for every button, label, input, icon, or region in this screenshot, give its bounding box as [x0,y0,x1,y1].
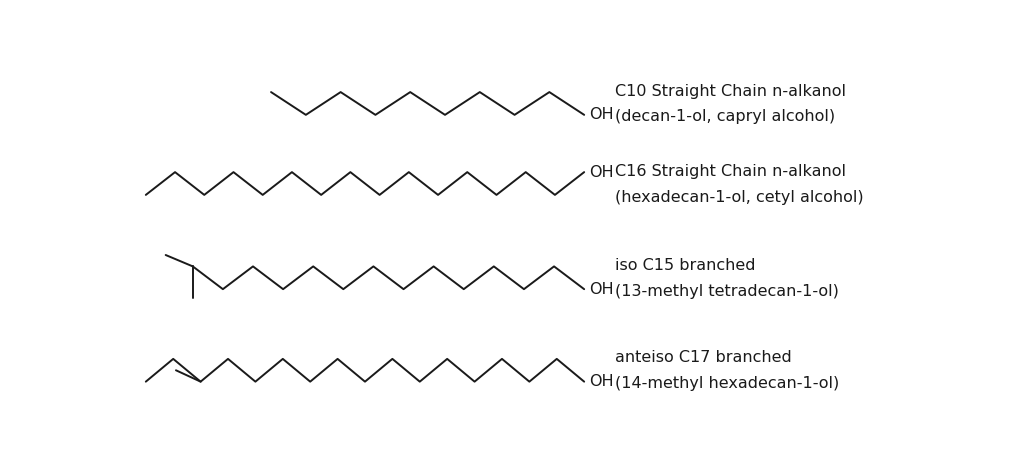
Text: OH: OH [589,107,613,122]
Text: C16 Straight Chain n-alkanol: C16 Straight Chain n-alkanol [615,164,846,178]
Text: OH: OH [589,282,613,297]
Text: (decan-1-ol, capryl alcohol): (decan-1-ol, capryl alcohol) [615,109,835,124]
Text: C10 Straight Chain n-alkanol: C10 Straight Chain n-alkanol [615,84,846,98]
Text: anteiso C17 branched: anteiso C17 branched [615,350,792,365]
Text: iso C15 branched: iso C15 branched [615,258,755,273]
Text: (14-methyl hexadecan-1-ol): (14-methyl hexadecan-1-ol) [615,376,839,391]
Text: OH: OH [589,164,613,180]
Text: (hexadecan-1-ol, cetyl alcohol): (hexadecan-1-ol, cetyl alcohol) [615,189,865,205]
Text: OH: OH [589,374,613,389]
Text: (13-methyl tetradecan-1-ol): (13-methyl tetradecan-1-ol) [615,284,839,299]
